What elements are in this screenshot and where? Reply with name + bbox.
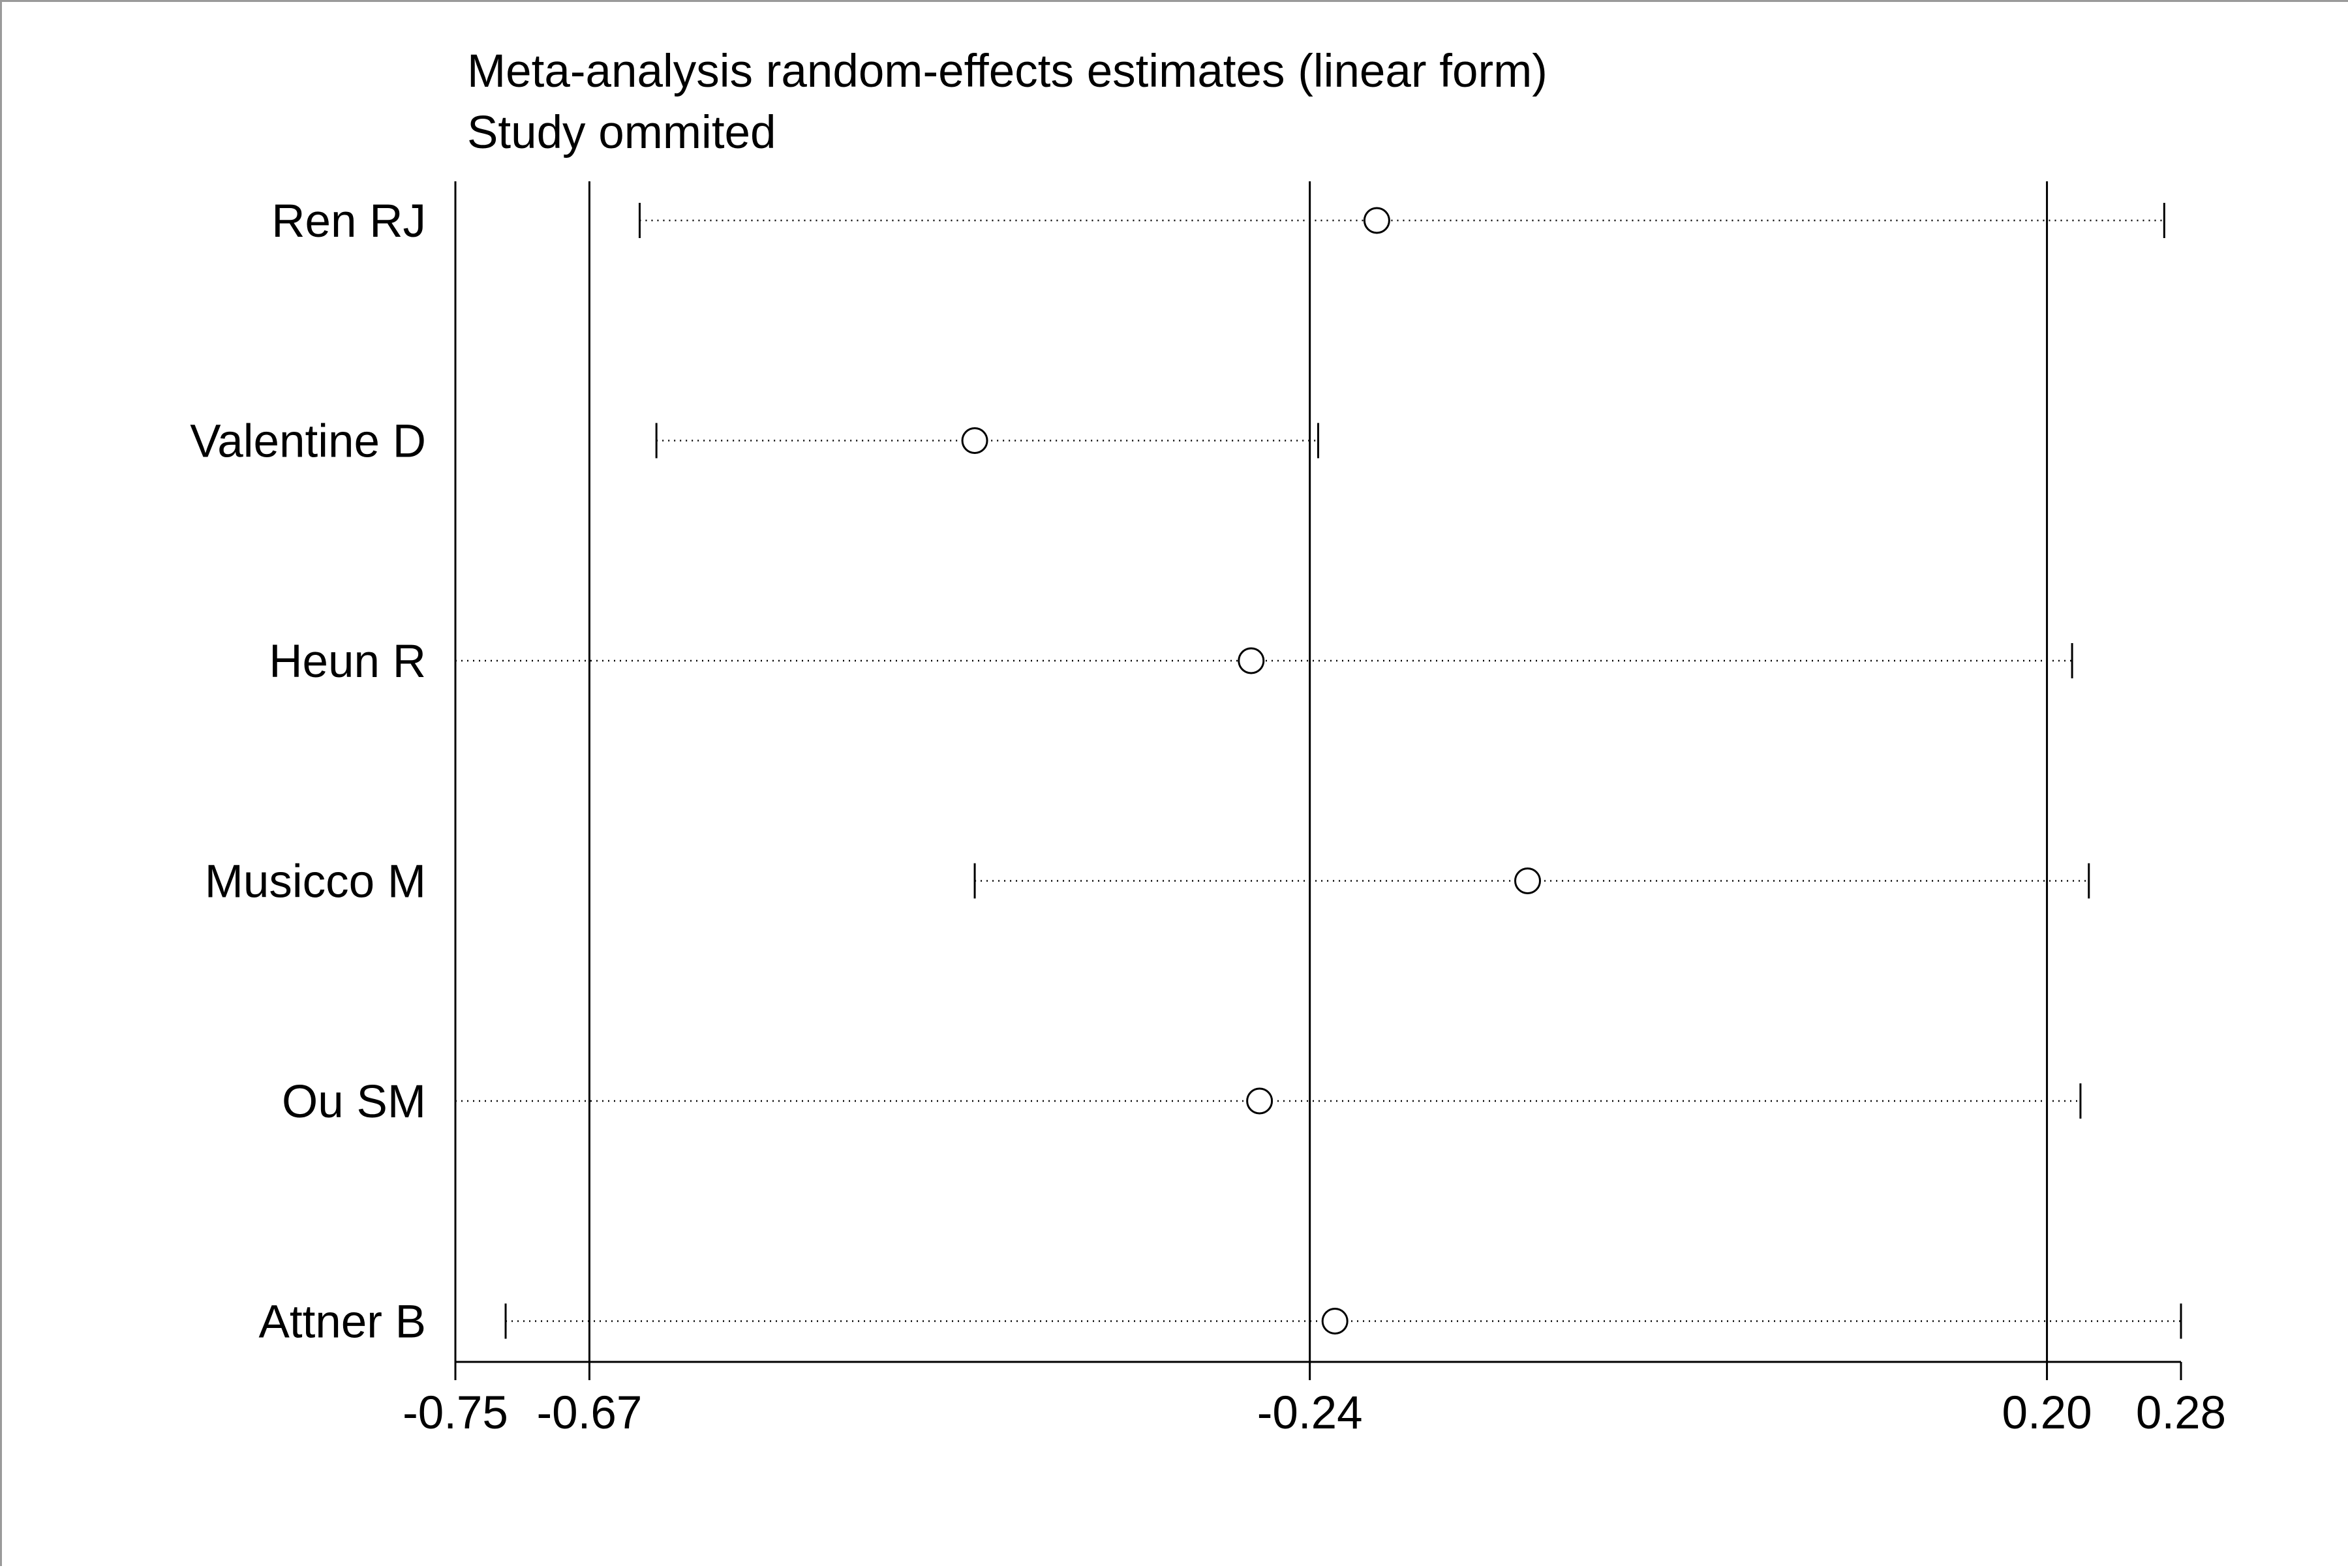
point-estimate-marker xyxy=(961,427,988,454)
point-estimate-marker xyxy=(1321,1308,1349,1334)
study-label: Heun R xyxy=(269,636,426,687)
x-tick-label: -0.24 xyxy=(1257,1387,1363,1439)
study-row: Ren RJ xyxy=(271,196,2165,247)
point-estimate-marker xyxy=(1514,867,1541,894)
study-label: Attner B xyxy=(258,1297,426,1348)
point-estimate-marker xyxy=(1238,647,1265,674)
x-axis: -0.75 -0.67 -0.24 0.20 0.28 xyxy=(403,1361,2226,1439)
x-tick-label: -0.67 xyxy=(537,1387,643,1439)
x-tick-label: 0.28 xyxy=(2136,1387,2226,1439)
chart-title-line-1: Meta-analysis random-effects estimates (… xyxy=(467,46,1548,97)
x-tick-label: 0.20 xyxy=(2002,1387,2092,1439)
study-row: Musicco M xyxy=(205,856,2090,908)
study-row: Ou SM xyxy=(282,1076,2082,1128)
study-label: Ou SM xyxy=(282,1076,426,1128)
study-row: Heun R xyxy=(269,636,2073,687)
point-estimate-marker xyxy=(1363,207,1390,234)
study-label: Valentine D xyxy=(190,416,426,468)
study-rows: Ren RJ Valentine D Heun R Musicco M Ou SM Att… xyxy=(190,196,2182,1348)
study-row: Attner B xyxy=(258,1297,2182,1348)
point-estimate-marker xyxy=(1246,1087,1273,1115)
reference-lines xyxy=(588,181,2049,1362)
study-label: Musicco M xyxy=(205,856,426,908)
study-row: Valentine D xyxy=(190,416,1319,468)
chart-title: Meta-analysis random-effects estimates (… xyxy=(467,46,1548,158)
study-label: Ren RJ xyxy=(271,196,426,247)
x-tick-label: -0.75 xyxy=(403,1387,508,1439)
chart-title-line-2: Study ommited xyxy=(467,107,776,158)
